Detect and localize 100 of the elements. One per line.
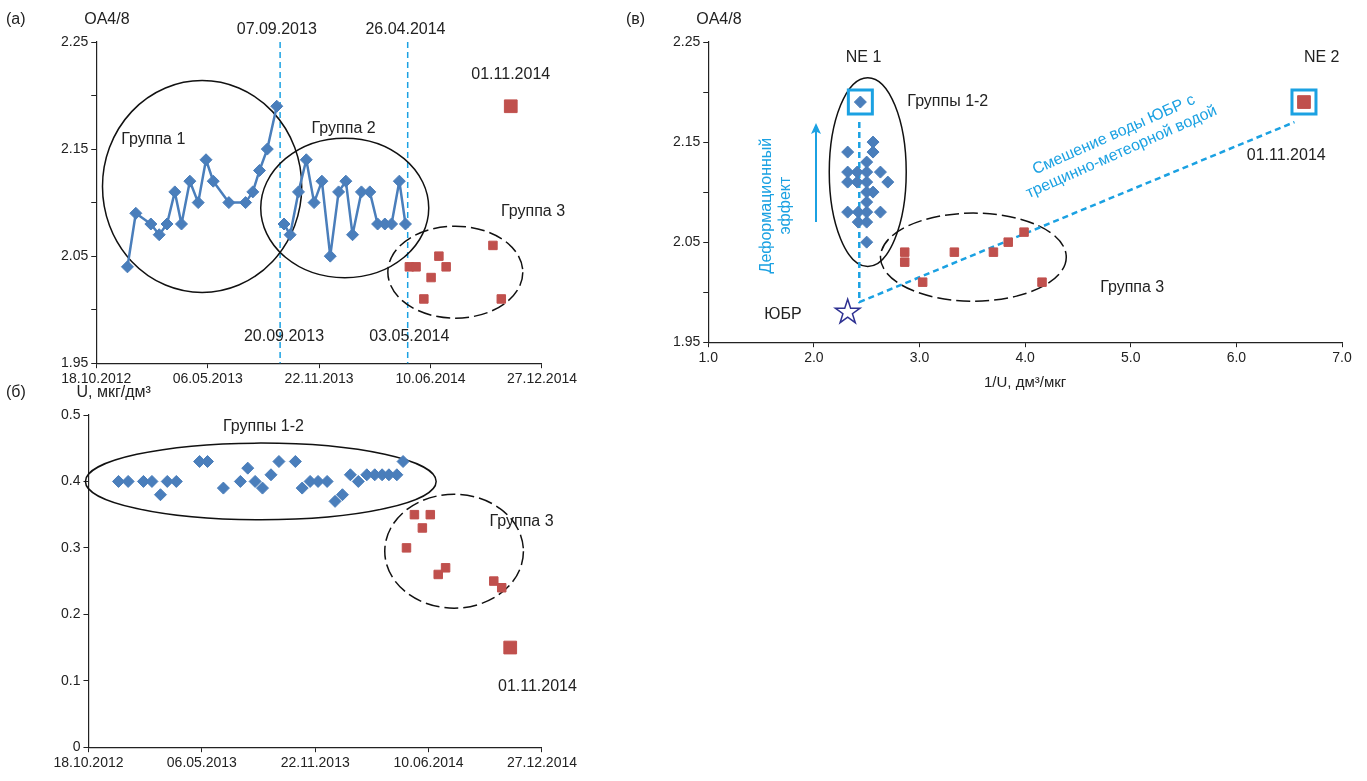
point — [488, 240, 498, 251]
annotation: Группа 3 — [501, 202, 566, 219]
point — [129, 206, 143, 220]
point — [339, 174, 353, 188]
x-tick-label: 22.11.2013 — [284, 370, 354, 387]
point — [398, 217, 412, 231]
y-tick-label: 0.2 — [60, 605, 81, 622]
point — [841, 145, 855, 159]
point — [440, 563, 451, 573]
point — [199, 153, 213, 167]
point — [988, 247, 999, 257]
y-tick-label: 0.3 — [60, 538, 81, 555]
point — [860, 205, 874, 219]
y-tick-label: 2.15 — [61, 139, 89, 156]
point — [346, 228, 360, 242]
point — [434, 251, 444, 261]
point — [841, 205, 855, 219]
point — [363, 185, 377, 199]
point — [121, 474, 135, 488]
point — [233, 474, 247, 488]
y-tick-label: 2.25 — [673, 32, 701, 49]
point — [503, 640, 518, 655]
point — [332, 185, 346, 199]
annotation: 03.05.2014 — [369, 326, 450, 344]
point — [206, 174, 220, 188]
point — [899, 247, 910, 257]
point — [264, 468, 278, 482]
point — [183, 174, 197, 188]
point — [328, 494, 342, 508]
point — [949, 247, 960, 257]
x-tick-label: 06.05.2013 — [166, 754, 238, 771]
annotation: Группа 1 — [121, 129, 186, 147]
point — [270, 99, 284, 113]
point — [433, 569, 443, 580]
annotation: 26.04.2014 — [365, 20, 446, 38]
point — [873, 205, 887, 219]
y-tick-label: 0.4 — [60, 472, 81, 489]
point — [191, 196, 205, 210]
point — [917, 277, 928, 287]
point — [152, 228, 166, 242]
x-tick-label: 4.0 — [1015, 349, 1036, 366]
point — [169, 474, 183, 488]
point — [866, 135, 880, 149]
y-tick-label: 2.05 — [61, 246, 89, 263]
point — [396, 455, 410, 469]
point — [489, 576, 499, 586]
x-tick-label: 6.0 — [1226, 349, 1247, 366]
point — [323, 249, 337, 263]
point — [411, 262, 421, 272]
point — [168, 185, 182, 199]
x-tick-label: 1.0 — [698, 349, 719, 366]
point — [426, 272, 436, 283]
point — [255, 481, 269, 495]
point — [160, 217, 174, 231]
point — [850, 175, 864, 189]
point — [860, 215, 874, 229]
x-tick-label: 27.12.2014 — [506, 370, 578, 387]
point — [503, 99, 518, 114]
annotation: Группа 3 — [1100, 277, 1165, 295]
y-tick-label: 2.15 — [673, 132, 701, 149]
point — [315, 174, 329, 188]
y-tick-label: 0.5 — [60, 405, 81, 422]
y-axis-title: OA4/8 — [696, 10, 742, 28]
x-tick-label: 5.0 — [1121, 349, 1141, 366]
point — [277, 217, 291, 231]
point — [145, 474, 159, 488]
y-tick-label: 2.05 — [673, 232, 701, 249]
y-axis-title: U, мкг/дм³ — [76, 383, 151, 401]
point — [216, 481, 230, 495]
annotation: Группа 3 — [489, 511, 554, 529]
chart-title: (а) — [6, 10, 26, 28]
point — [392, 174, 406, 188]
point — [120, 260, 134, 274]
point — [860, 155, 874, 169]
y-tick-label: 2.25 — [61, 32, 89, 49]
point — [252, 163, 266, 177]
annotation: 20.09.2013 — [243, 326, 325, 344]
point — [841, 175, 855, 189]
point — [222, 196, 236, 210]
point — [401, 543, 412, 553]
y-axis-title: OA4/8 — [84, 10, 130, 28]
point — [860, 235, 874, 249]
point — [419, 294, 429, 304]
point — [881, 175, 895, 189]
point — [320, 474, 334, 488]
point — [860, 195, 874, 209]
point — [335, 488, 349, 502]
point — [291, 185, 305, 199]
chart-title: (в) — [626, 10, 646, 28]
point — [260, 142, 274, 156]
x-tick-label: 22.11.2013 — [280, 754, 350, 771]
point — [860, 175, 874, 189]
point — [283, 228, 297, 242]
point — [239, 196, 253, 210]
x-tick-label: 10.06.2014 — [393, 754, 464, 771]
y-tick-label: 1.95 — [673, 333, 701, 350]
chart-title: (б) — [6, 383, 26, 401]
x-tick-label: 27.12.2014 — [506, 754, 578, 771]
point — [174, 217, 188, 231]
annotation: NE 2 — [1303, 48, 1340, 66]
